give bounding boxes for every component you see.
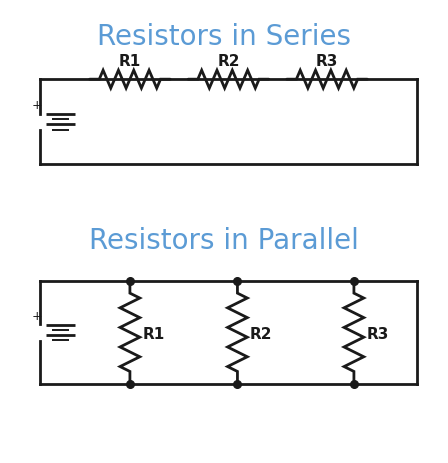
Text: Resistors in Parallel: Resistors in Parallel — [89, 227, 359, 255]
Text: R1: R1 — [119, 54, 141, 69]
Text: +: + — [32, 310, 43, 323]
Text: Resistors in Series: Resistors in Series — [97, 23, 351, 51]
Text: R3: R3 — [366, 327, 389, 342]
Text: R2: R2 — [217, 54, 240, 69]
Text: +: + — [32, 100, 43, 113]
Text: R2: R2 — [250, 327, 272, 342]
Text: R3: R3 — [316, 54, 338, 69]
Text: R1: R1 — [142, 327, 165, 342]
